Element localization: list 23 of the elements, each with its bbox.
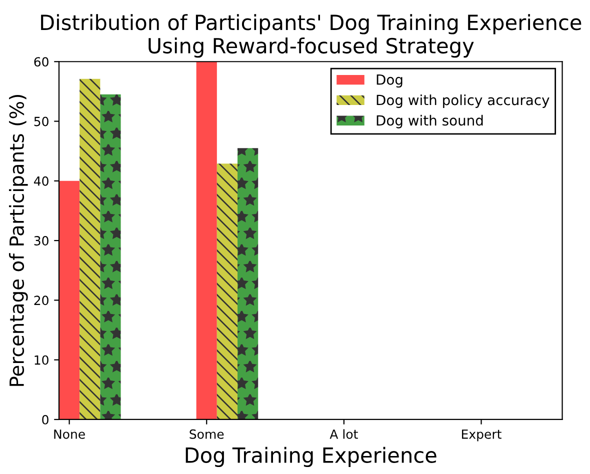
x-tick-label: None (54, 430, 85, 439)
bar (238, 148, 258, 420)
bar (100, 94, 121, 420)
bar (216, 164, 238, 420)
legend-label: Dog with policy accuracy (376, 94, 550, 108)
x-axis-title: Dog Training Experience (186, 446, 436, 468)
bar (59, 180, 80, 420)
y-tick-label: 60 (34, 57, 48, 67)
x-tick-label: Expert (462, 430, 502, 442)
x-tick-label: Some (190, 429, 224, 439)
x-tick-label: A lot (330, 429, 358, 439)
y-tick-label: 40 (34, 176, 48, 186)
legend-label: Dog with sound (376, 114, 483, 128)
bar (196, 62, 217, 420)
y-tick-label: 10 (34, 355, 48, 365)
y-axis-title: Percentage of Participants (%) (8, 94, 28, 386)
chart-title: Distribution of Participants' Dog Training Experience Using Reward-focused Strategy (41, 14, 582, 58)
y-tick-label: 20 (34, 296, 48, 306)
bar (80, 78, 100, 420)
y-tick-label: 50 (34, 116, 48, 126)
y-tick-label: 30 (34, 236, 48, 246)
y-tick-label: 0 (42, 414, 48, 424)
legend-label: Dog (376, 74, 402, 88)
